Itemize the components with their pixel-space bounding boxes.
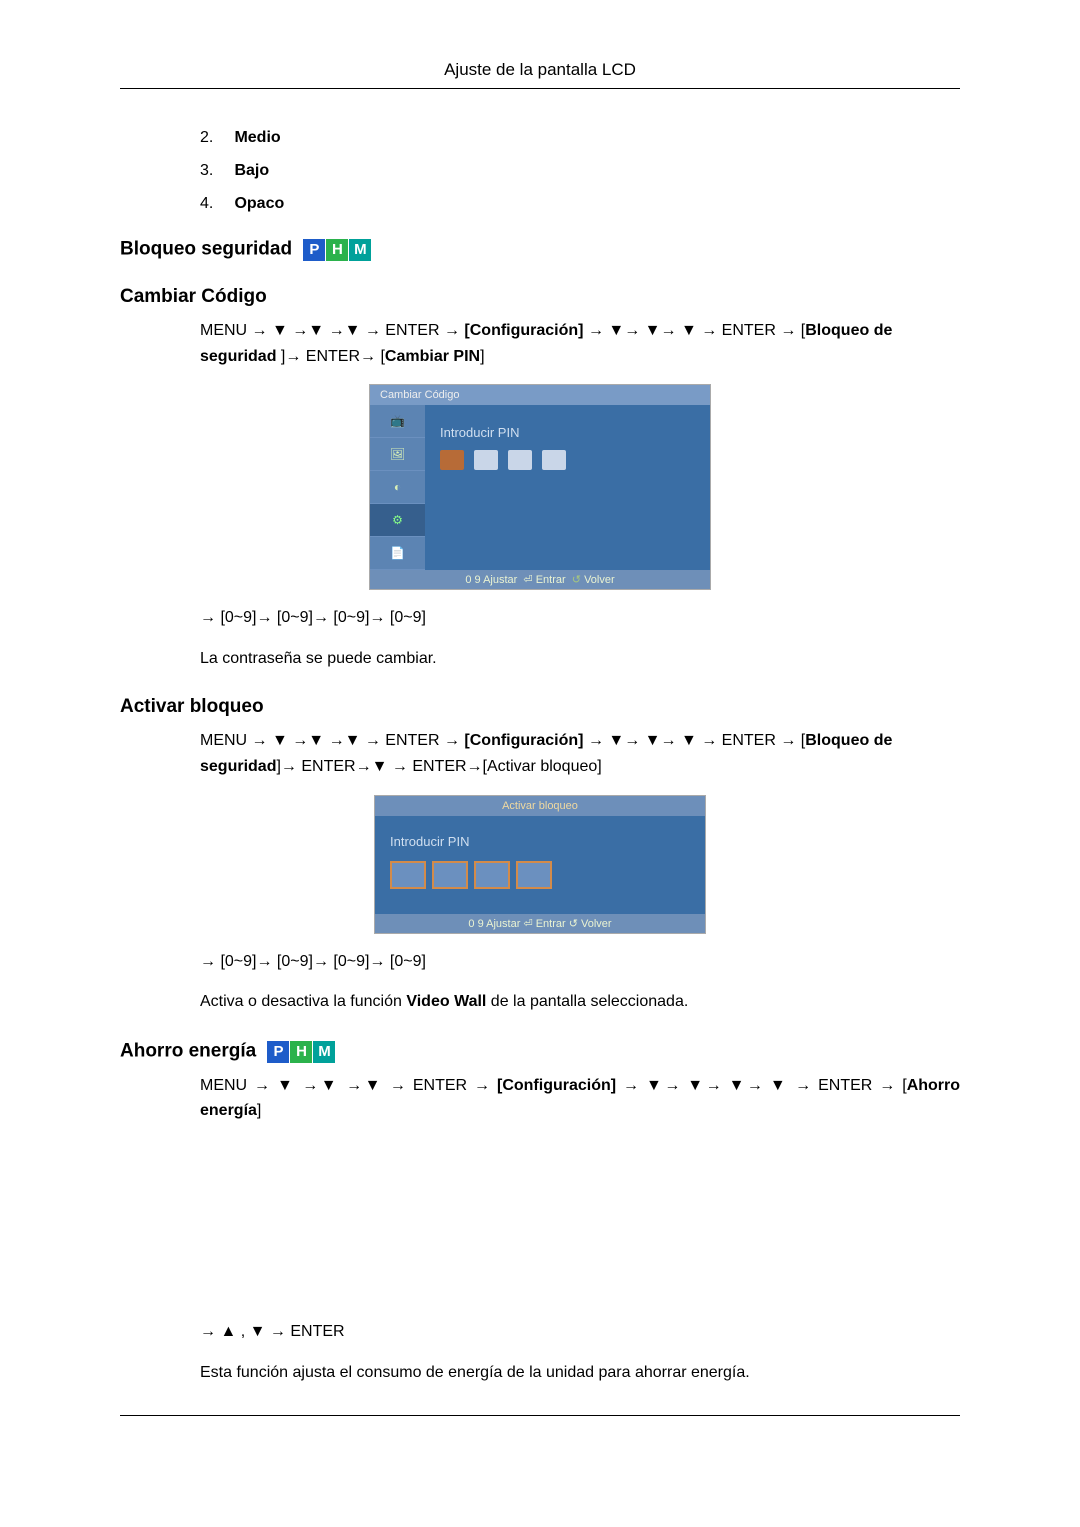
options-list: 2. Medio 3. Bajo 4. Opaco: [200, 129, 960, 213]
pin-box: [390, 861, 426, 889]
badge-p: P: [267, 1041, 289, 1063]
badge-p: P: [303, 239, 325, 261]
nav-path-ahorro: MENU → ▼ →▼ →▼ → ENTER → [Configuración]…: [200, 1073, 960, 1124]
nav-text: → ▼→ ▼→ ▼ → ENTER → [: [584, 732, 806, 749]
nav-text: → ▼→ ▼→ ▼→ ▼ → ENTER → [: [616, 1077, 907, 1094]
pin-box: [508, 450, 532, 470]
nav-text: ]→ ENTER→ [: [281, 348, 385, 365]
section-title-text: Bloqueo seguridad: [120, 239, 292, 260]
ss-foot-text: ↺: [572, 574, 584, 586]
ss-foot-text: 0 9 Ajustar: [465, 574, 517, 586]
ss-main: Introducir PIN: [425, 405, 710, 570]
header-title: Ajuste de la pantalla LCD: [444, 60, 636, 79]
nav-config: [Configuración]: [464, 322, 583, 339]
ss-foot-text: Entrar: [536, 574, 566, 586]
pin-box: [542, 450, 566, 470]
screenshot-activar-bloqueo: Activar bloqueo Introducir PIN 0 9 Ajust…: [374, 795, 706, 934]
ss-main: Introducir PIN: [375, 816, 705, 914]
note-text: Activa o desactiva la función Video Wall…: [200, 989, 960, 1015]
pin-box: [516, 861, 552, 889]
list-label: Opaco: [234, 195, 284, 212]
ss-footer: 0 9 Ajustar ⏎ Entrar ↺ Volver: [370, 570, 710, 589]
list-label: Bajo: [234, 162, 269, 179]
badge-m: M: [313, 1041, 335, 1063]
nav-text: MENU → ▼ →▼ →▼ → ENTER →: [200, 322, 464, 339]
list-num: 3.: [200, 162, 230, 180]
pin-box: [474, 450, 498, 470]
ss-title: Activar bloqueo: [375, 796, 705, 816]
ss-foot-text: Volver: [584, 574, 615, 586]
note-post: de la pantalla seleccionada.: [486, 993, 688, 1010]
pin-box: [474, 861, 510, 889]
list-item: 2. Medio: [200, 129, 960, 147]
list-num: 2.: [200, 129, 230, 147]
pin-box: [432, 861, 468, 889]
section-title-text: Activar bloqueo: [120, 696, 264, 717]
ss-pin-label: Introducir PIN: [390, 834, 690, 849]
screenshot-cambiar-codigo: Cambiar Código 📺 🖼 ◐ ⚙ 📄 Introducir PIN …: [369, 384, 711, 590]
badge-h: H: [326, 239, 348, 261]
section-activar-title: Activar bloqueo: [120, 696, 960, 718]
page: Ajuste de la pantalla LCD 2. Medio 3. Ba…: [0, 0, 1080, 1477]
ss-icon: ◐: [370, 471, 425, 504]
nav-path-activar: MENU → ▼ →▼ →▼ → ENTER → [Configuración]…: [200, 728, 960, 779]
ss-icon-selected: ⚙: [370, 504, 425, 537]
ss-icon: 📺: [370, 405, 425, 438]
pin-box: [440, 450, 464, 470]
nav-text: → ▼→ ▼→ ▼ → ENTER → [: [584, 322, 806, 339]
ss-sidebar: 📺 🖼 ◐ ⚙ 📄: [370, 405, 425, 570]
nav-bold: Cambiar PIN: [385, 348, 480, 365]
phm-badge: PHM: [303, 238, 372, 261]
list-num: 4.: [200, 195, 230, 213]
section-title-text: Cambiar Código: [120, 286, 267, 307]
ss-pin-boxes: [440, 450, 695, 473]
nav-text: MENU → ▼ →▼ →▼ → ENTER →: [200, 1077, 497, 1094]
badge-h: H: [290, 1041, 312, 1063]
nav-config: [Configuración]: [497, 1077, 616, 1094]
section-bloqueo-title: Bloqueo seguridad PHM: [120, 238, 960, 261]
ss-footer: 0 9 Ajustar ⏎ Entrar ↺ Volver: [375, 914, 705, 933]
list-label: Medio: [234, 129, 280, 146]
section-cambiar-title: Cambiar Código: [120, 286, 960, 308]
list-item: 3. Bajo: [200, 162, 960, 180]
section-ahorro-title: Ahorro energía PHM: [120, 1040, 960, 1063]
note-pre: Activa o desactiva la función: [200, 993, 406, 1010]
placeholder-space: [120, 1139, 960, 1319]
phm-badge: PHM: [267, 1040, 336, 1063]
ss-title: Cambiar Código: [370, 385, 710, 405]
page-header: Ajuste de la pantalla LCD: [120, 60, 960, 89]
note-bold: Video Wall: [406, 993, 486, 1010]
nav-path-cambiar: MENU → ▼ →▼ →▼ → ENTER → [Configuración]…: [200, 318, 960, 369]
ss-pin-label: Introducir PIN: [440, 425, 695, 440]
ss-icon: 🖼: [370, 438, 425, 471]
seq-text: → ▲ , ▼ → ENTER: [200, 1319, 960, 1345]
nav-text: ]: [257, 1102, 261, 1119]
note-text: Esta función ajusta el consumo de energí…: [200, 1360, 960, 1386]
ss-icon: 📄: [370, 537, 425, 570]
seq-text: → [0~9]→ [0~9]→ [0~9]→ [0~9]: [200, 605, 960, 631]
footer-rule: [120, 1415, 960, 1417]
list-item: 4. Opaco: [200, 195, 960, 213]
badge-m: M: [349, 239, 371, 261]
seq-text: → [0~9]→ [0~9]→ [0~9]→ [0~9]: [200, 949, 960, 975]
section-title-text: Ahorro energía: [120, 1040, 256, 1061]
ss-pin-boxes: [390, 861, 690, 892]
nav-config: [Configuración]: [464, 732, 583, 749]
note-text: La contraseña se puede cambiar.: [200, 646, 960, 672]
nav-text: ]→ ENTER→▼ → ENTER→[Activar bloqueo]: [276, 758, 601, 775]
nav-text: MENU → ▼ →▼ →▼ → ENTER →: [200, 732, 464, 749]
nav-text: ]: [480, 348, 484, 365]
